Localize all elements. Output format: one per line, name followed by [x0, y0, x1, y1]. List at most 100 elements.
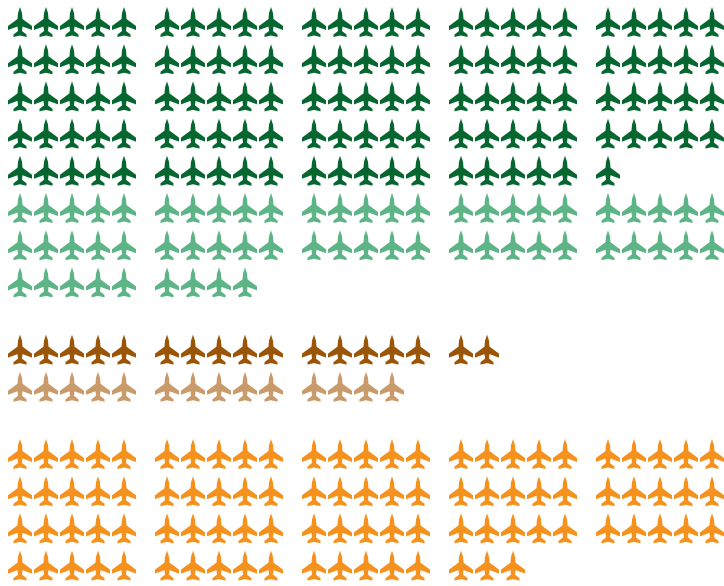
pictogram-icon	[475, 7, 499, 37]
pictogram-icon	[8, 155, 32, 186]
pictogram-icon	[475, 44, 499, 75]
pictogram-icon	[501, 230, 525, 261]
pictogram-icon	[354, 118, 378, 149]
pictogram-icon	[181, 476, 205, 507]
pictogram-icon	[60, 7, 84, 37]
pictogram-icon	[501, 193, 525, 223]
pictogram-icon	[259, 230, 283, 261]
pictogram-icon	[302, 193, 326, 223]
pictogram-icon	[207, 439, 231, 469]
pictogram-icon	[259, 550, 283, 581]
pictogram-icon	[501, 550, 525, 581]
pictogram-icon	[181, 334, 205, 365]
pictogram-icon	[207, 44, 231, 75]
pictogram-icon	[8, 267, 32, 298]
pictogram-icon	[233, 267, 257, 298]
pictogram-icon	[380, 155, 404, 186]
pictogram-icon	[8, 550, 32, 581]
pictogram-icon	[527, 44, 551, 75]
pictogram-icon	[207, 371, 231, 402]
pictogram-icon	[8, 118, 32, 149]
pictogram-icon	[207, 155, 231, 186]
pictogram-icon	[553, 7, 577, 37]
pictogram-icon	[596, 118, 620, 149]
pictogram-icon	[674, 513, 698, 544]
pictogram-icon	[622, 476, 646, 507]
pictogram-icon	[259, 193, 283, 223]
pictogram-icon	[700, 439, 724, 469]
pictogram-icon	[60, 155, 84, 186]
pictogram-icon	[475, 334, 499, 365]
pictogram-icon	[86, 476, 110, 507]
pictogram-icon	[553, 155, 577, 186]
pictogram-icon	[354, 334, 378, 365]
pictogram-icon	[302, 550, 326, 581]
pictogram-icon	[86, 550, 110, 581]
pictogram-icon	[648, 439, 672, 469]
pictogram-icon	[648, 81, 672, 112]
pictogram-icon	[406, 81, 430, 112]
pictogram-icon	[86, 81, 110, 112]
pictogram-icon	[553, 439, 577, 469]
pictogram-icon	[181, 193, 205, 223]
pictogram-icon	[501, 44, 525, 75]
pictogram-icon	[449, 550, 473, 581]
pictogram-icon	[553, 44, 577, 75]
pictogram-icon	[112, 476, 136, 507]
pictogram-icon	[181, 44, 205, 75]
pictogram-icon	[354, 476, 378, 507]
pictogram-icon	[302, 439, 326, 469]
pictogram-icon	[34, 513, 58, 544]
pictogram-icon	[527, 476, 551, 507]
pictogram-icon	[475, 513, 499, 544]
pictogram-icon	[181, 267, 205, 298]
pictogram-icon	[406, 155, 430, 186]
pictogram-icon	[34, 334, 58, 365]
pictogram-icon	[8, 476, 32, 507]
pictogram-icon	[34, 81, 58, 112]
pictogram-icon	[8, 81, 32, 112]
pictogram-icon	[34, 7, 58, 37]
pictogram-icon	[501, 7, 525, 37]
pictogram-icon	[406, 476, 430, 507]
pictogram-icon	[155, 439, 179, 469]
pictogram-icon	[86, 7, 110, 37]
pictogram-icon	[60, 44, 84, 75]
pictogram-icon	[181, 371, 205, 402]
pictogram-icon	[700, 81, 724, 112]
pictogram-icon	[328, 118, 352, 149]
pictogram-icon	[155, 118, 179, 149]
pictogram-icon	[259, 334, 283, 365]
pictogram-icon	[596, 230, 620, 261]
pictogram-icon	[553, 81, 577, 112]
pictogram-icon	[302, 44, 326, 75]
pictogram-icon	[328, 476, 352, 507]
pictogram-icon	[648, 118, 672, 149]
pictogram-icon	[354, 7, 378, 37]
pictogram-icon	[233, 513, 257, 544]
pictogram-icon	[406, 513, 430, 544]
pictogram-icon	[34, 155, 58, 186]
pictogram-icon	[259, 476, 283, 507]
pictogram-icon	[622, 439, 646, 469]
pictogram-icon	[527, 155, 551, 186]
pictogram-icon	[112, 193, 136, 223]
pictogram-icon	[34, 371, 58, 402]
pictogram-icon	[527, 439, 551, 469]
pictogram-icon	[380, 371, 404, 402]
pictogram-icon	[380, 118, 404, 149]
pictogram-icon	[475, 81, 499, 112]
pictogram-icon	[700, 44, 724, 75]
pictogram-icon	[233, 155, 257, 186]
pictogram-icon	[181, 155, 205, 186]
pictogram-icon	[112, 81, 136, 112]
pictogram-icon	[380, 439, 404, 469]
pictogram-icon	[86, 44, 110, 75]
pictogram-icon	[155, 476, 179, 507]
pictogram-icon	[449, 334, 473, 365]
pictogram-icon	[112, 267, 136, 298]
pictogram-icon	[259, 439, 283, 469]
pictogram-icon	[233, 550, 257, 581]
pictogram-icon	[34, 44, 58, 75]
pictogram-icon	[406, 118, 430, 149]
